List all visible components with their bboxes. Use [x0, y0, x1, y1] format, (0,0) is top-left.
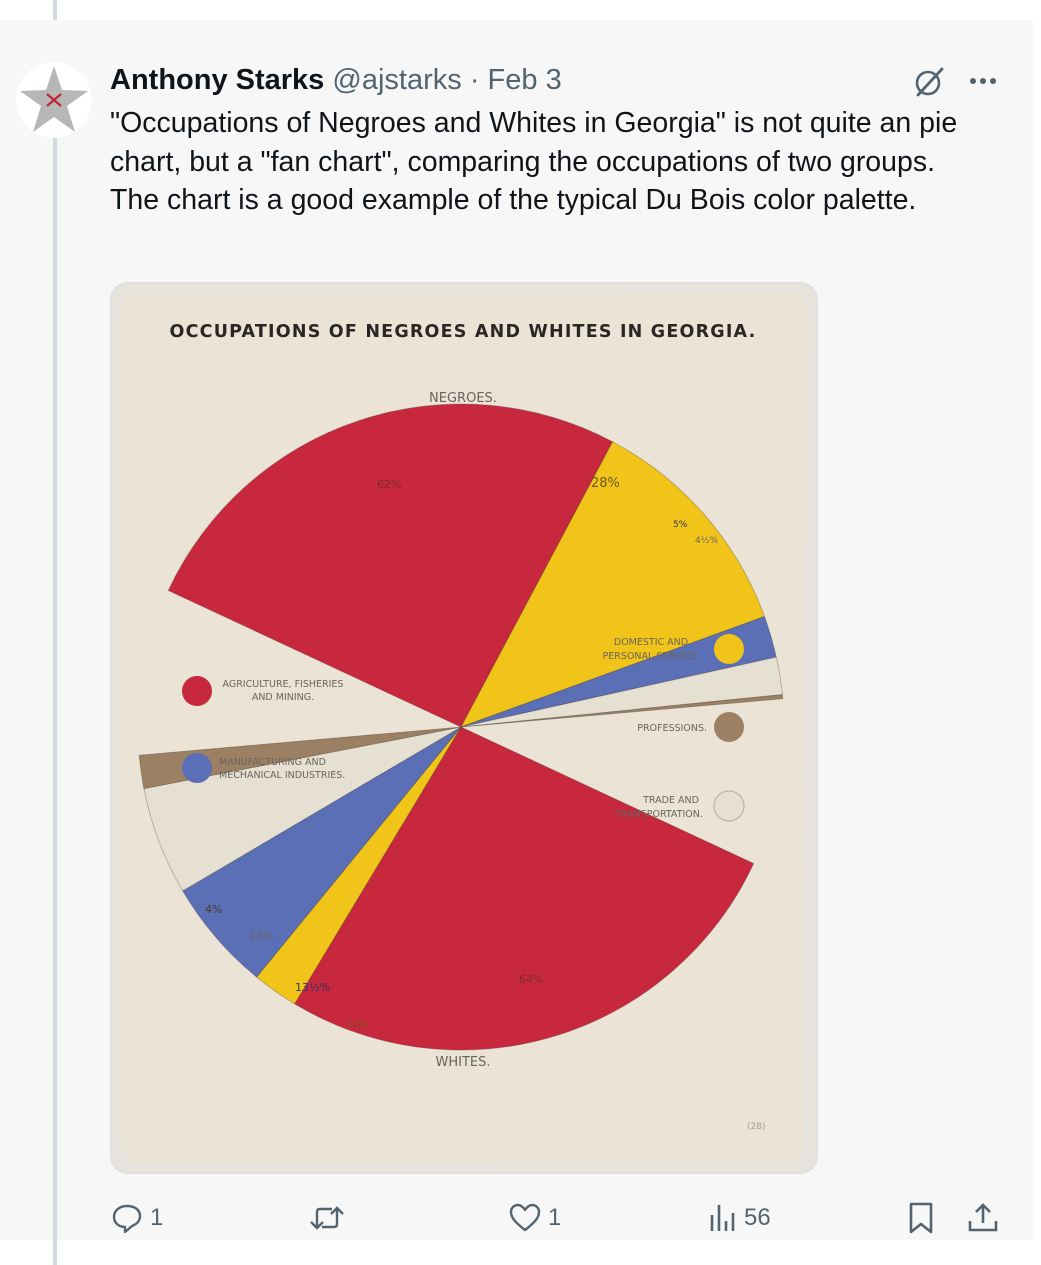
share-button[interactable]: [966, 1196, 1000, 1240]
separator-dot: ·: [469, 64, 480, 96]
thread-line: [53, 120, 57, 1265]
whites-wedge-agriculture: [294, 726, 755, 1051]
tweet-text: "Occupations of Negroes and Whites in Ge…: [110, 107, 958, 216]
more-dots-icon: [970, 78, 996, 84]
bookmark-icon: [909, 1202, 933, 1234]
pct-negroes-trade: 4½%: [695, 536, 718, 546]
reply-count: 1: [150, 1204, 164, 1231]
thread-line-top: [53, 0, 57, 20]
legend-domestic-line2: PERSONAL SERVICE.: [603, 651, 700, 662]
legend-manufacturing-line1: MANUFACTURING AND: [219, 757, 326, 768]
more-options-button[interactable]: [966, 66, 1000, 96]
like-button[interactable]: 1: [508, 1196, 561, 1240]
bookmark-button[interactable]: [906, 1196, 936, 1240]
legend-manufacturing-line2: MECHANICAL INDUSTRIES.: [219, 770, 345, 781]
pct-whites-professions: 4%: [205, 903, 222, 916]
tweet-card[interactable]: Anthony Starks @ajstarks · Feb 3 "Occupa…: [0, 20, 1033, 1265]
reply-button[interactable]: 1: [110, 1196, 163, 1240]
avatar[interactable]: [16, 62, 92, 138]
views-button[interactable]: 56: [708, 1196, 771, 1240]
author-name[interactable]: Anthony Starks: [110, 64, 325, 96]
pct-whites-manufacturing: 13½%: [295, 981, 330, 994]
whites-wedge-manufacturing: [182, 726, 462, 978]
whites-wedge-trade: [143, 726, 462, 892]
fan-wedges: [138, 403, 784, 1051]
tweet-date[interactable]: Feb 3: [487, 64, 562, 96]
pct-whites-agriculture: 64%: [519, 973, 543, 986]
du-bois-fan-chart: OCCUPATIONS OF NEGROES AND WHITES IN GEO…: [111, 283, 817, 1173]
grok-button[interactable]: [912, 65, 946, 99]
pct-negroes-manufacturing: 5%: [673, 520, 688, 530]
whites-label: WHITES.: [435, 1055, 490, 1070]
pct-whites-trade: 13%: [249, 929, 273, 942]
legend-professions-swatch: [714, 712, 744, 742]
negroes-wedge-domestic: [460, 441, 766, 728]
repost-arrows-icon: [310, 1206, 344, 1230]
grok-slash-icon: [915, 67, 944, 97]
bar-chart-icon: [710, 1205, 735, 1231]
view-count: 56: [744, 1204, 771, 1231]
whites-wedge-professions: [138, 726, 462, 790]
pct-negroes-agriculture: 62%: [377, 478, 401, 491]
repost-button[interactable]: [308, 1196, 346, 1240]
tweet-image[interactable]: OCCUPATIONS OF NEGROES AND WHITES IN GEO…: [110, 282, 818, 1174]
legend-domestic-swatch: [714, 634, 744, 664]
star-avatar-icon: [20, 66, 88, 132]
negroes-wedge-agriculture: [167, 403, 614, 728]
legend-agriculture-line1: AGRICULTURE, FISHERIES: [223, 679, 344, 690]
negroes-label: NEGROES.: [429, 391, 497, 406]
legend-professions-label: PROFESSIONS.: [637, 723, 707, 734]
heart-icon: [509, 1203, 541, 1232]
legend-domestic-line1: DOMESTIC AND: [614, 637, 688, 648]
negroes-wedge-manufacturing: [460, 615, 777, 728]
action-bar: 1 1 56: [0, 1196, 1041, 1240]
author-handle[interactable]: @ajstarks: [332, 64, 462, 96]
whites-wedge-domestic: [256, 726, 462, 1005]
pct-whites-domestic: 5½%: [348, 1020, 369, 1029]
tweet-header: Anthony Starks @ajstarks · Feb 3: [110, 64, 562, 97]
legend-trade-swatch: [713, 790, 745, 822]
share-upload-icon: [968, 1203, 998, 1232]
pct-negroes-domestic: 28%: [591, 476, 620, 491]
reply-bubble-icon: [112, 1204, 142, 1234]
legend-trade-line2: TRANSPORTATION.: [614, 809, 703, 820]
legend-trade-line1: TRADE AND: [642, 795, 699, 806]
legend-agriculture-line2: AND MINING.: [252, 692, 314, 703]
legend-agriculture-swatch: [182, 676, 212, 706]
chart-title: OCCUPATIONS OF NEGROES AND WHITES IN GEO…: [170, 322, 757, 342]
like-count: 1: [548, 1204, 562, 1231]
legend-manufacturing-swatch: [182, 753, 212, 783]
plate-number: (28): [747, 1122, 765, 1132]
negroes-wedge-professions: [460, 694, 784, 728]
negroes-wedge-trade: [460, 656, 783, 728]
